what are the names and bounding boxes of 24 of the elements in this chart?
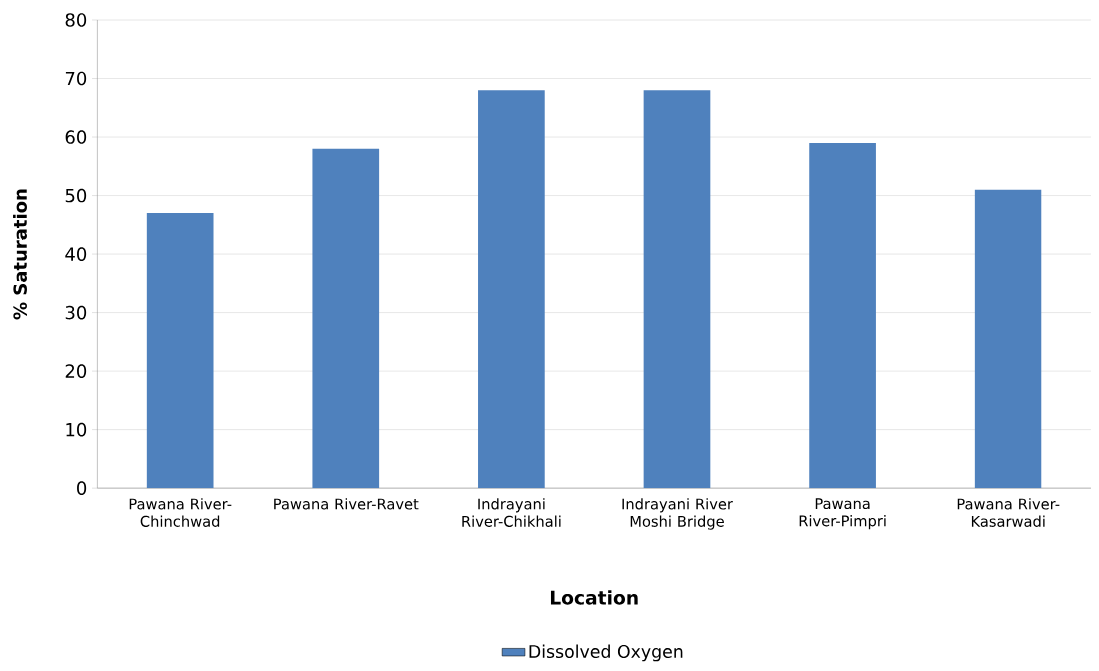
y-tick-label: 70 xyxy=(65,71,87,86)
bar xyxy=(146,213,214,489)
bar xyxy=(312,148,380,489)
x-tick-label: Indrayani River-Chikhali xyxy=(462,498,561,527)
y-tick-label: 20 xyxy=(65,364,87,378)
bar xyxy=(809,142,876,489)
y-axis-title: % Saturation xyxy=(13,189,27,320)
y-tick-label: 40 xyxy=(65,247,87,261)
y-tick-label: 10 xyxy=(66,422,87,437)
legend-label: Dissolved Oxygen xyxy=(529,644,683,662)
x-tick-label: Pawana River-Ravet xyxy=(274,498,419,510)
x-tick-label: Pawana River-Chinchwad xyxy=(129,498,232,527)
bar xyxy=(478,90,545,489)
x-tick-label: Indrayani River Moshi Bridge xyxy=(622,498,733,530)
y-tick-label: 60 xyxy=(65,130,87,144)
bar xyxy=(643,90,711,489)
bar xyxy=(974,189,1042,489)
y-tick-label: 50 xyxy=(65,188,87,203)
x-axis-title: Location xyxy=(550,590,638,605)
x-tick-label: Pawana River-Pimpri xyxy=(799,498,886,530)
y-tick-label: 80 xyxy=(65,13,87,27)
x-tick-label: Pawana River-Kasarwadi xyxy=(957,498,1060,527)
y-tick-label: 30 xyxy=(65,305,87,320)
y-tick-label: 0 xyxy=(77,481,87,496)
